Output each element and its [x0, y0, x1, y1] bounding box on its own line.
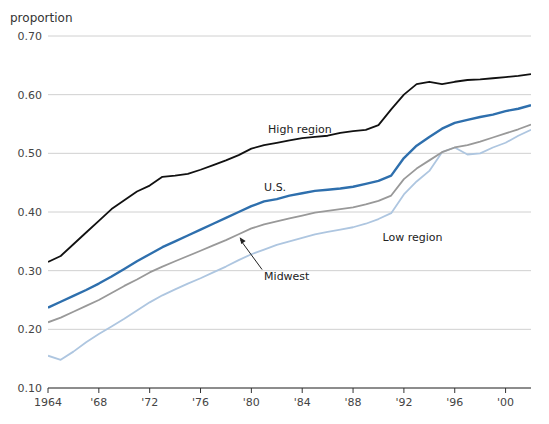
x-tick-label: '68 — [90, 396, 107, 409]
y-tick-label: 0.70 — [18, 30, 43, 43]
x-tick — [403, 388, 404, 393]
x-tick-label: '84 — [294, 396, 311, 409]
x-tick — [149, 388, 150, 393]
x-tick — [302, 388, 303, 393]
grid-line — [48, 329, 531, 330]
x-tick-label: '76 — [192, 396, 209, 409]
series-line — [48, 125, 531, 323]
y-tick-label: 0.20 — [18, 323, 43, 336]
x-tick — [251, 388, 252, 393]
grid-line — [48, 388, 531, 389]
annotation-arrow — [241, 240, 262, 269]
x-tick-label: '72 — [141, 396, 158, 409]
y-tick-label: 0.60 — [18, 89, 43, 102]
x-tick — [353, 388, 354, 393]
series-line — [48, 74, 531, 262]
y-axis-label: proportion — [10, 11, 73, 25]
x-tick — [98, 388, 99, 393]
y-tick-label: 0.40 — [18, 206, 43, 219]
x-tick-label: '88 — [345, 396, 362, 409]
grid-line — [48, 153, 531, 154]
chart: proportion 0.10 0.20 0.30 0.40 0.50 0.60 0.70 19… — [0, 0, 549, 424]
series-label: High region — [268, 123, 332, 136]
x-tick — [200, 388, 201, 393]
series-labels: High region U.S. Low region Midwest — [240, 123, 443, 282]
x-tick — [505, 388, 506, 393]
series-line — [48, 130, 531, 360]
series-label: Low region — [382, 231, 442, 244]
x-tick-label: '92 — [395, 396, 412, 409]
y-tick-label: 0.10 — [18, 382, 43, 395]
series-label: U.S. — [264, 181, 286, 194]
x-tick-label: 1964 — [34, 396, 62, 409]
grid-line — [48, 212, 531, 213]
y-tick-label: 0.30 — [18, 265, 43, 278]
x-tick-label: '00 — [497, 396, 514, 409]
grid-line — [48, 94, 531, 95]
grid — [48, 36, 531, 388]
x-axis-line — [48, 388, 531, 389]
x-tick-label: '96 — [446, 396, 463, 409]
x-tick — [48, 388, 49, 393]
grid-line — [48, 36, 531, 37]
lines — [48, 74, 531, 360]
x-tick — [454, 388, 455, 393]
annotation-arrow-head — [240, 237, 246, 244]
series-label: Midwest — [264, 270, 310, 283]
series-line — [48, 105, 531, 307]
y-tick-label: 0.50 — [18, 147, 43, 160]
x-tick-label: '80 — [243, 396, 260, 409]
